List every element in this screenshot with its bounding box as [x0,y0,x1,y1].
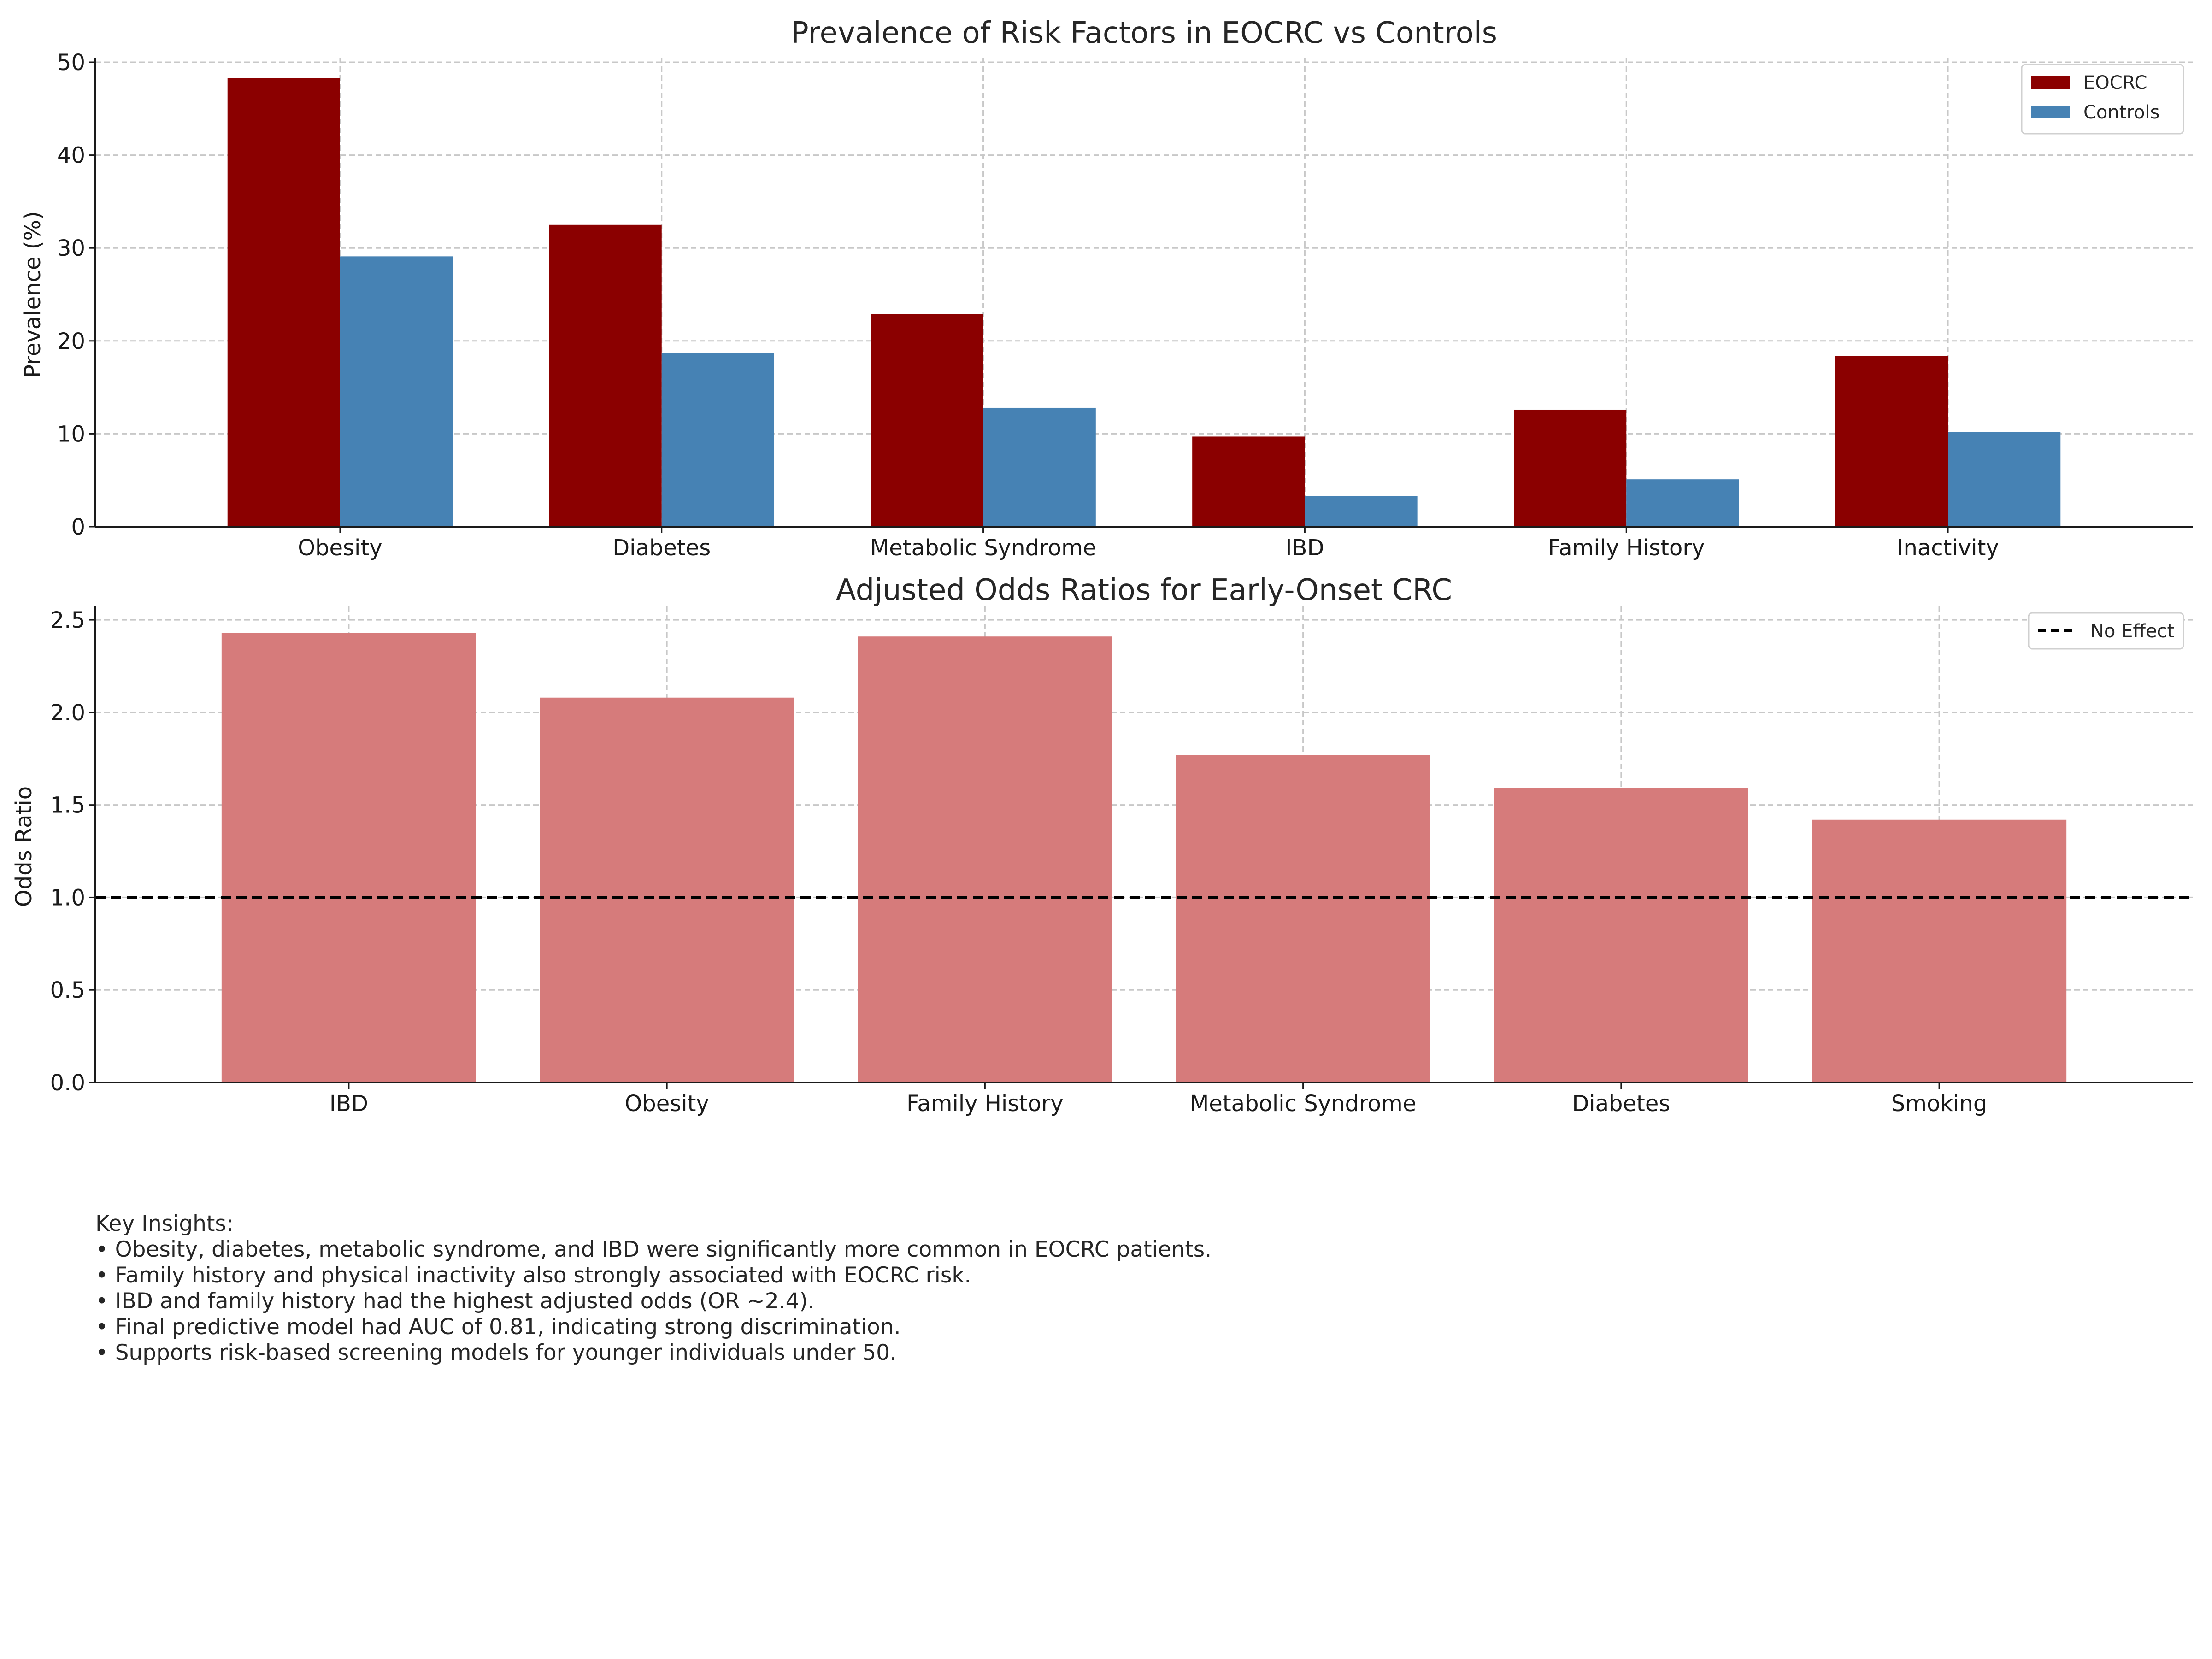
bar-family-history [858,636,1112,1082]
bar-ibd [221,633,477,1082]
bar-family-history [1626,479,1739,527]
x-tick-label: Metabolic Syndrome [1190,1091,1416,1117]
bar-diabetes [549,224,662,527]
bar-ibd [1192,436,1305,527]
y-tick-label: 0.5 [50,977,85,1003]
legend-label: EOCRC [2083,72,2147,94]
bar-obesity [227,78,340,527]
x-tick-label: Inactivity [1897,535,1999,561]
x-tick-label: Smoking [1891,1091,1988,1117]
bar-diabetes [1494,788,1748,1082]
y-axis-label: Odds Ratio [11,786,37,907]
insight-line: • Family history and physical inactivity… [95,1263,971,1288]
y-tick-label: 0 [71,514,85,540]
y-tick-label: 1.0 [50,885,85,911]
bar-smoking [1812,819,2067,1082]
insights-heading: Key Insights: [95,1211,234,1236]
insight-line: • Final predictive model had AUC of 0.81… [95,1314,901,1340]
y-tick-label: 2.0 [50,700,85,726]
key-insights: Key Insights: • Obesity, diabetes, metab… [95,1211,1893,1366]
x-tick-label: Metabolic Syndrome [870,535,1096,561]
x-tick-label: Diabetes [1572,1091,1670,1117]
x-tick-label: Obesity [624,1091,709,1117]
chart-title: Adjusted Odds Ratios for Early-Onset CRC [836,573,1452,607]
legend-swatch [2031,76,2070,89]
odds-ratio-chart: 0.0 0.5 1.0 1.5 2.0 2.5 IBD Obesity Family Histo… [11,573,2193,1117]
bar-inactivity [1948,432,2061,527]
y-tick-label: 2.5 [50,607,85,633]
y-tick-label: 1.5 [50,793,85,818]
legend-box [2028,612,2184,650]
x-tick-label: Obesity [298,535,382,561]
bar-diabetes [661,353,775,527]
legend-label: Controls [2083,102,2159,123]
bar-obesity [540,697,794,1082]
insight-line: • IBD and family history had the highest… [95,1288,815,1314]
legend-swatch [2031,106,2070,118]
insight-line: • Obesity, diabetes, metabolic syndrome,… [95,1237,1212,1262]
y-axis-label: Prevalence (%) [20,211,46,378]
insight-line: • Supports risk-based screening models f… [95,1340,897,1365]
bar-metabolic-syndrome [871,314,983,527]
x-tick-label: Family History [1548,535,1705,561]
bar-metabolic-syndrome [983,407,1096,527]
y-tick-label: 0.0 [50,1070,85,1096]
chart-title: Prevalence of Risk Factors in EOCRC vs C… [791,16,1497,50]
x-tick-label: Family History [906,1091,1063,1117]
bar-obesity [340,256,453,527]
bar-inactivity [1835,356,1948,527]
bar-ibd [1305,496,1418,527]
bar-metabolic-syndrome [1176,755,1430,1082]
y-tick-label: 10 [57,421,85,447]
bar-family-history [1513,409,1627,527]
prevalence-chart: 0 10 20 30 40 50 Obesity Diabetes Metabolic Synd… [20,16,2193,561]
x-tick-label: Diabetes [612,535,711,561]
legend-label: No Effect [2090,621,2174,642]
y-tick-label: 50 [57,50,85,76]
x-tick-label: IBD [329,1091,368,1117]
y-tick-label: 40 [57,143,85,169]
y-tick-label: 30 [57,235,85,261]
x-tick-label: IBD [1285,535,1324,561]
y-tick-label: 20 [57,329,85,354]
